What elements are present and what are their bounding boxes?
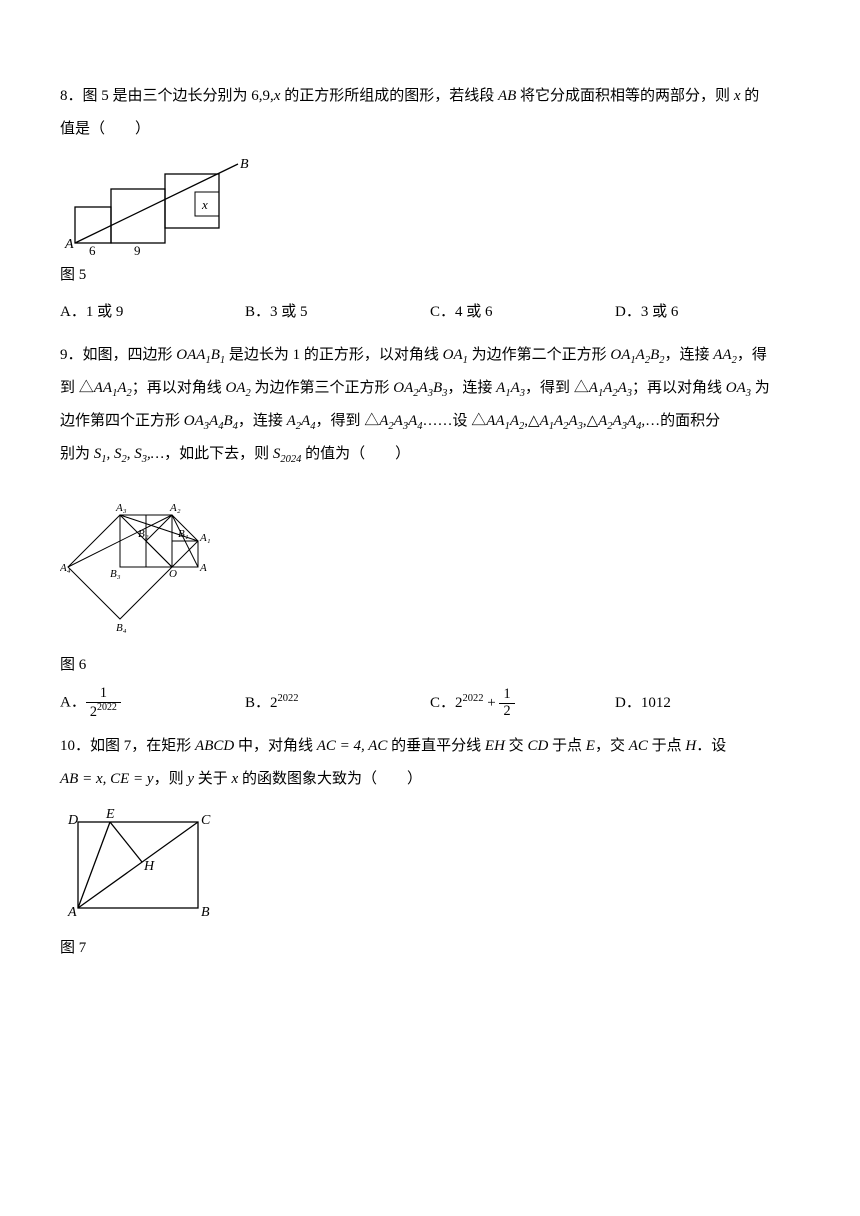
question-10: 10．如图 7，在矩形 ABCD 中，对角线 AC = 4, AC 的垂直平分线… (60, 730, 800, 965)
q9-options: A．122022 B．22022 C．22022 + 12 D．1012 (60, 686, 800, 720)
q10-line1: 10．如图 7，在矩形 ABCD 中，对角线 AC = 4, AC 的垂直平分线… (60, 730, 800, 763)
q8-text-3: 将它分成面积相等的两部分，则 (516, 88, 734, 104)
q8-text-4: 的 (740, 88, 759, 104)
fig6-O: O (169, 568, 177, 580)
fig6-A1: A₁ (199, 532, 211, 544)
q8-option-b: B．3 或 5 (245, 296, 430, 329)
q8-text-2: 的正方形所组成的图形，若线段 (280, 88, 498, 104)
q10-caption: 图 7 (60, 932, 800, 965)
q8-figure: A B 6 9 x (60, 152, 255, 257)
q10-number: 10． (60, 738, 90, 754)
q9-figure: A O A₁ A₂ A₃ A₄ B₁ B₂ B₃ B₄ (60, 477, 240, 647)
q8-text-1: 图 5 是由三个边长分别为 6,9, (83, 88, 274, 104)
q8-caption: 图 5 (60, 259, 800, 292)
question-8: 8．图 5 是由三个边长分别为 6,9,x 的正方形所组成的图形，若线段 AB … (60, 80, 800, 329)
q9-line4: 别为 S1, S2, S3,…，如此下去，则 S2024 的值为（ ） (60, 438, 800, 471)
fig6-A2: A₂ (169, 502, 181, 514)
q9-option-a: A．122022 (60, 686, 245, 720)
fig6-A3: A₃ (115, 502, 127, 514)
fig7-A: A (67, 905, 77, 920)
question-9: 9．如图，四边形 OAA1B1 是边长为 1 的正方形，以对角线 OA1 为边作… (60, 339, 800, 720)
fig7-D: D (67, 813, 78, 828)
q10-figure: D E C A B H (60, 802, 225, 930)
fig6-B1: B₁ (178, 528, 189, 540)
q9-line2: 到 △AA1A2；再以对角线 OA2 为边作第三个正方形 OA2A3B3，连接 … (60, 372, 800, 405)
q9-number: 9． (60, 347, 83, 363)
q9-figure-wrap: A O A₁ A₂ A₃ A₄ B₁ B₂ B₃ B₄ (60, 477, 800, 647)
q8-option-a: A．1 或 9 (60, 296, 245, 329)
fig7-B: B (201, 905, 210, 920)
q8-line2: 值是（ ） (60, 113, 800, 146)
q9-option-c: C．22022 + 12 (430, 687, 615, 720)
fig5-label-A: A (64, 237, 74, 252)
fig6-B3: B₃ (110, 568, 121, 580)
q10-line2: AB = x, CE = y，则 y 关于 x 的函数图象大致为（ ） (60, 763, 800, 796)
q8-option-c: C．4 或 6 (430, 296, 615, 329)
fig7-C: C (201, 813, 211, 828)
q9-line1: 9．如图，四边形 OAA1B1 是边长为 1 的正方形，以对角线 OA1 为边作… (60, 339, 800, 372)
fig7-H: H (143, 859, 155, 874)
q8-figure-wrap: A B 6 9 x (60, 152, 800, 257)
q10-figure-wrap: D E C A B H (60, 802, 800, 930)
fig5-label-B: B (240, 157, 249, 172)
fig6-B2: B₂ (138, 528, 149, 540)
q9-option-d: D．1012 (615, 687, 800, 720)
q8-option-d: D．3 或 6 (615, 296, 800, 329)
fig5-label-9: 9 (134, 243, 141, 257)
q8-number: 8． (60, 88, 83, 104)
fig6-A4: A₄ (60, 562, 71, 574)
q9-caption: 图 6 (60, 649, 800, 682)
fig5-label-x: x (201, 197, 208, 212)
q9-line3: 边作第四个正方形 OA3A4B4，连接 A2A4，得到 △A2A3A4……设 △… (60, 405, 800, 438)
q8-AB: AB (498, 88, 516, 104)
q8-options: A．1 或 9 B．3 或 5 C．4 或 6 D．3 或 6 (60, 296, 800, 329)
q9-option-b: B．22022 (245, 687, 430, 720)
fig6-A: A (199, 562, 207, 574)
fig6-B4: B₄ (116, 622, 127, 634)
fig7-E: E (105, 807, 115, 822)
fig5-label-6: 6 (89, 243, 96, 257)
